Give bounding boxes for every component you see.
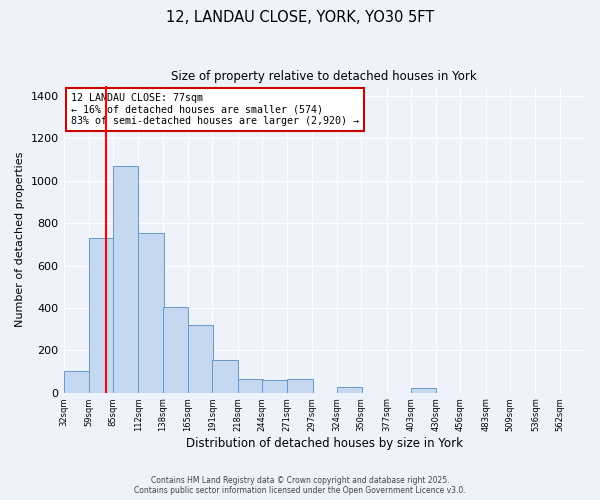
Bar: [113, 166, 139, 392]
Bar: [163, 307, 188, 392]
Bar: [139, 232, 164, 392]
Bar: [337, 388, 362, 392]
Title: Size of property relative to detached houses in York: Size of property relative to detached ho…: [172, 70, 477, 83]
Text: 12 LANDAU CLOSE: 77sqm
← 16% of detached houses are smaller (574)
83% of semi-de: 12 LANDAU CLOSE: 77sqm ← 16% of detached…: [71, 93, 359, 126]
Bar: [411, 388, 436, 392]
Bar: [188, 325, 214, 392]
X-axis label: Distribution of detached houses by size in York: Distribution of detached houses by size …: [186, 437, 463, 450]
Bar: [238, 379, 263, 392]
Bar: [64, 372, 89, 392]
Bar: [287, 379, 313, 392]
Y-axis label: Number of detached properties: Number of detached properties: [15, 152, 25, 327]
Bar: [89, 238, 114, 392]
Bar: [262, 380, 287, 392]
Bar: [212, 360, 238, 392]
Text: Contains HM Land Registry data © Crown copyright and database right 2025.
Contai: Contains HM Land Registry data © Crown c…: [134, 476, 466, 495]
Text: 12, LANDAU CLOSE, YORK, YO30 5FT: 12, LANDAU CLOSE, YORK, YO30 5FT: [166, 10, 434, 25]
